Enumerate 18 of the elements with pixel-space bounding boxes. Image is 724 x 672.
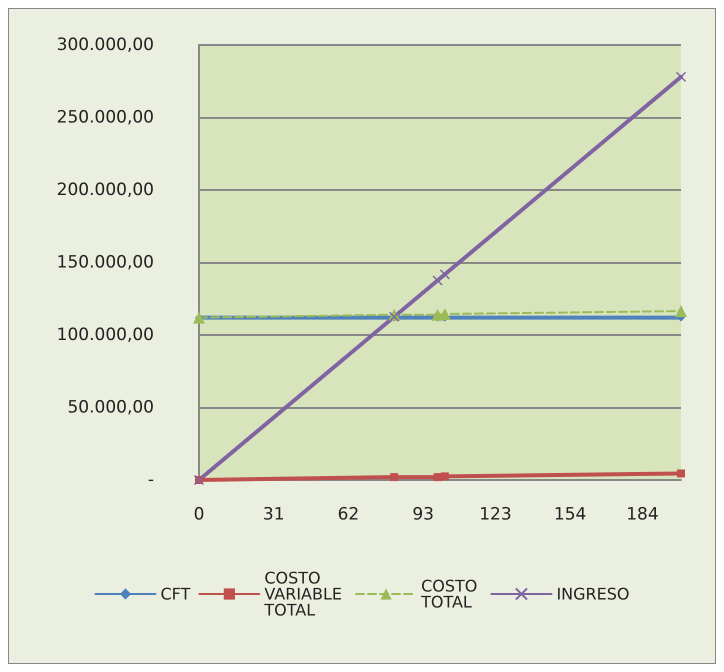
- y-tick-label: 150.000,00: [56, 252, 154, 272]
- y-tick-label: 300.000,00: [56, 35, 154, 55]
- y-tick-label: -: [148, 470, 154, 490]
- x-tick-label: 93: [412, 504, 434, 524]
- x-tick-label: 123: [479, 504, 512, 524]
- y-tick-label: 100.000,00: [56, 325, 154, 345]
- legend-label: COSTO TOTAL: [420, 576, 482, 612]
- y-tick-label: 50.000,00: [67, 398, 154, 418]
- legend-label: CFT: [160, 584, 191, 604]
- x-tick-label: 184: [626, 504, 659, 524]
- y-tick-label: 200.000,00: [56, 180, 154, 200]
- y-tick-label: 250.000,00: [56, 108, 154, 128]
- x-tick-label: 0: [194, 504, 204, 524]
- x-tick-label: 154: [554, 504, 586, 524]
- legend-label: COSTO VARIABLE TOTAL: [263, 568, 348, 620]
- x-tick-label: 31: [262, 504, 285, 524]
- legend-label: INGRESO: [556, 584, 630, 604]
- x-tick-label: 62: [338, 504, 360, 524]
